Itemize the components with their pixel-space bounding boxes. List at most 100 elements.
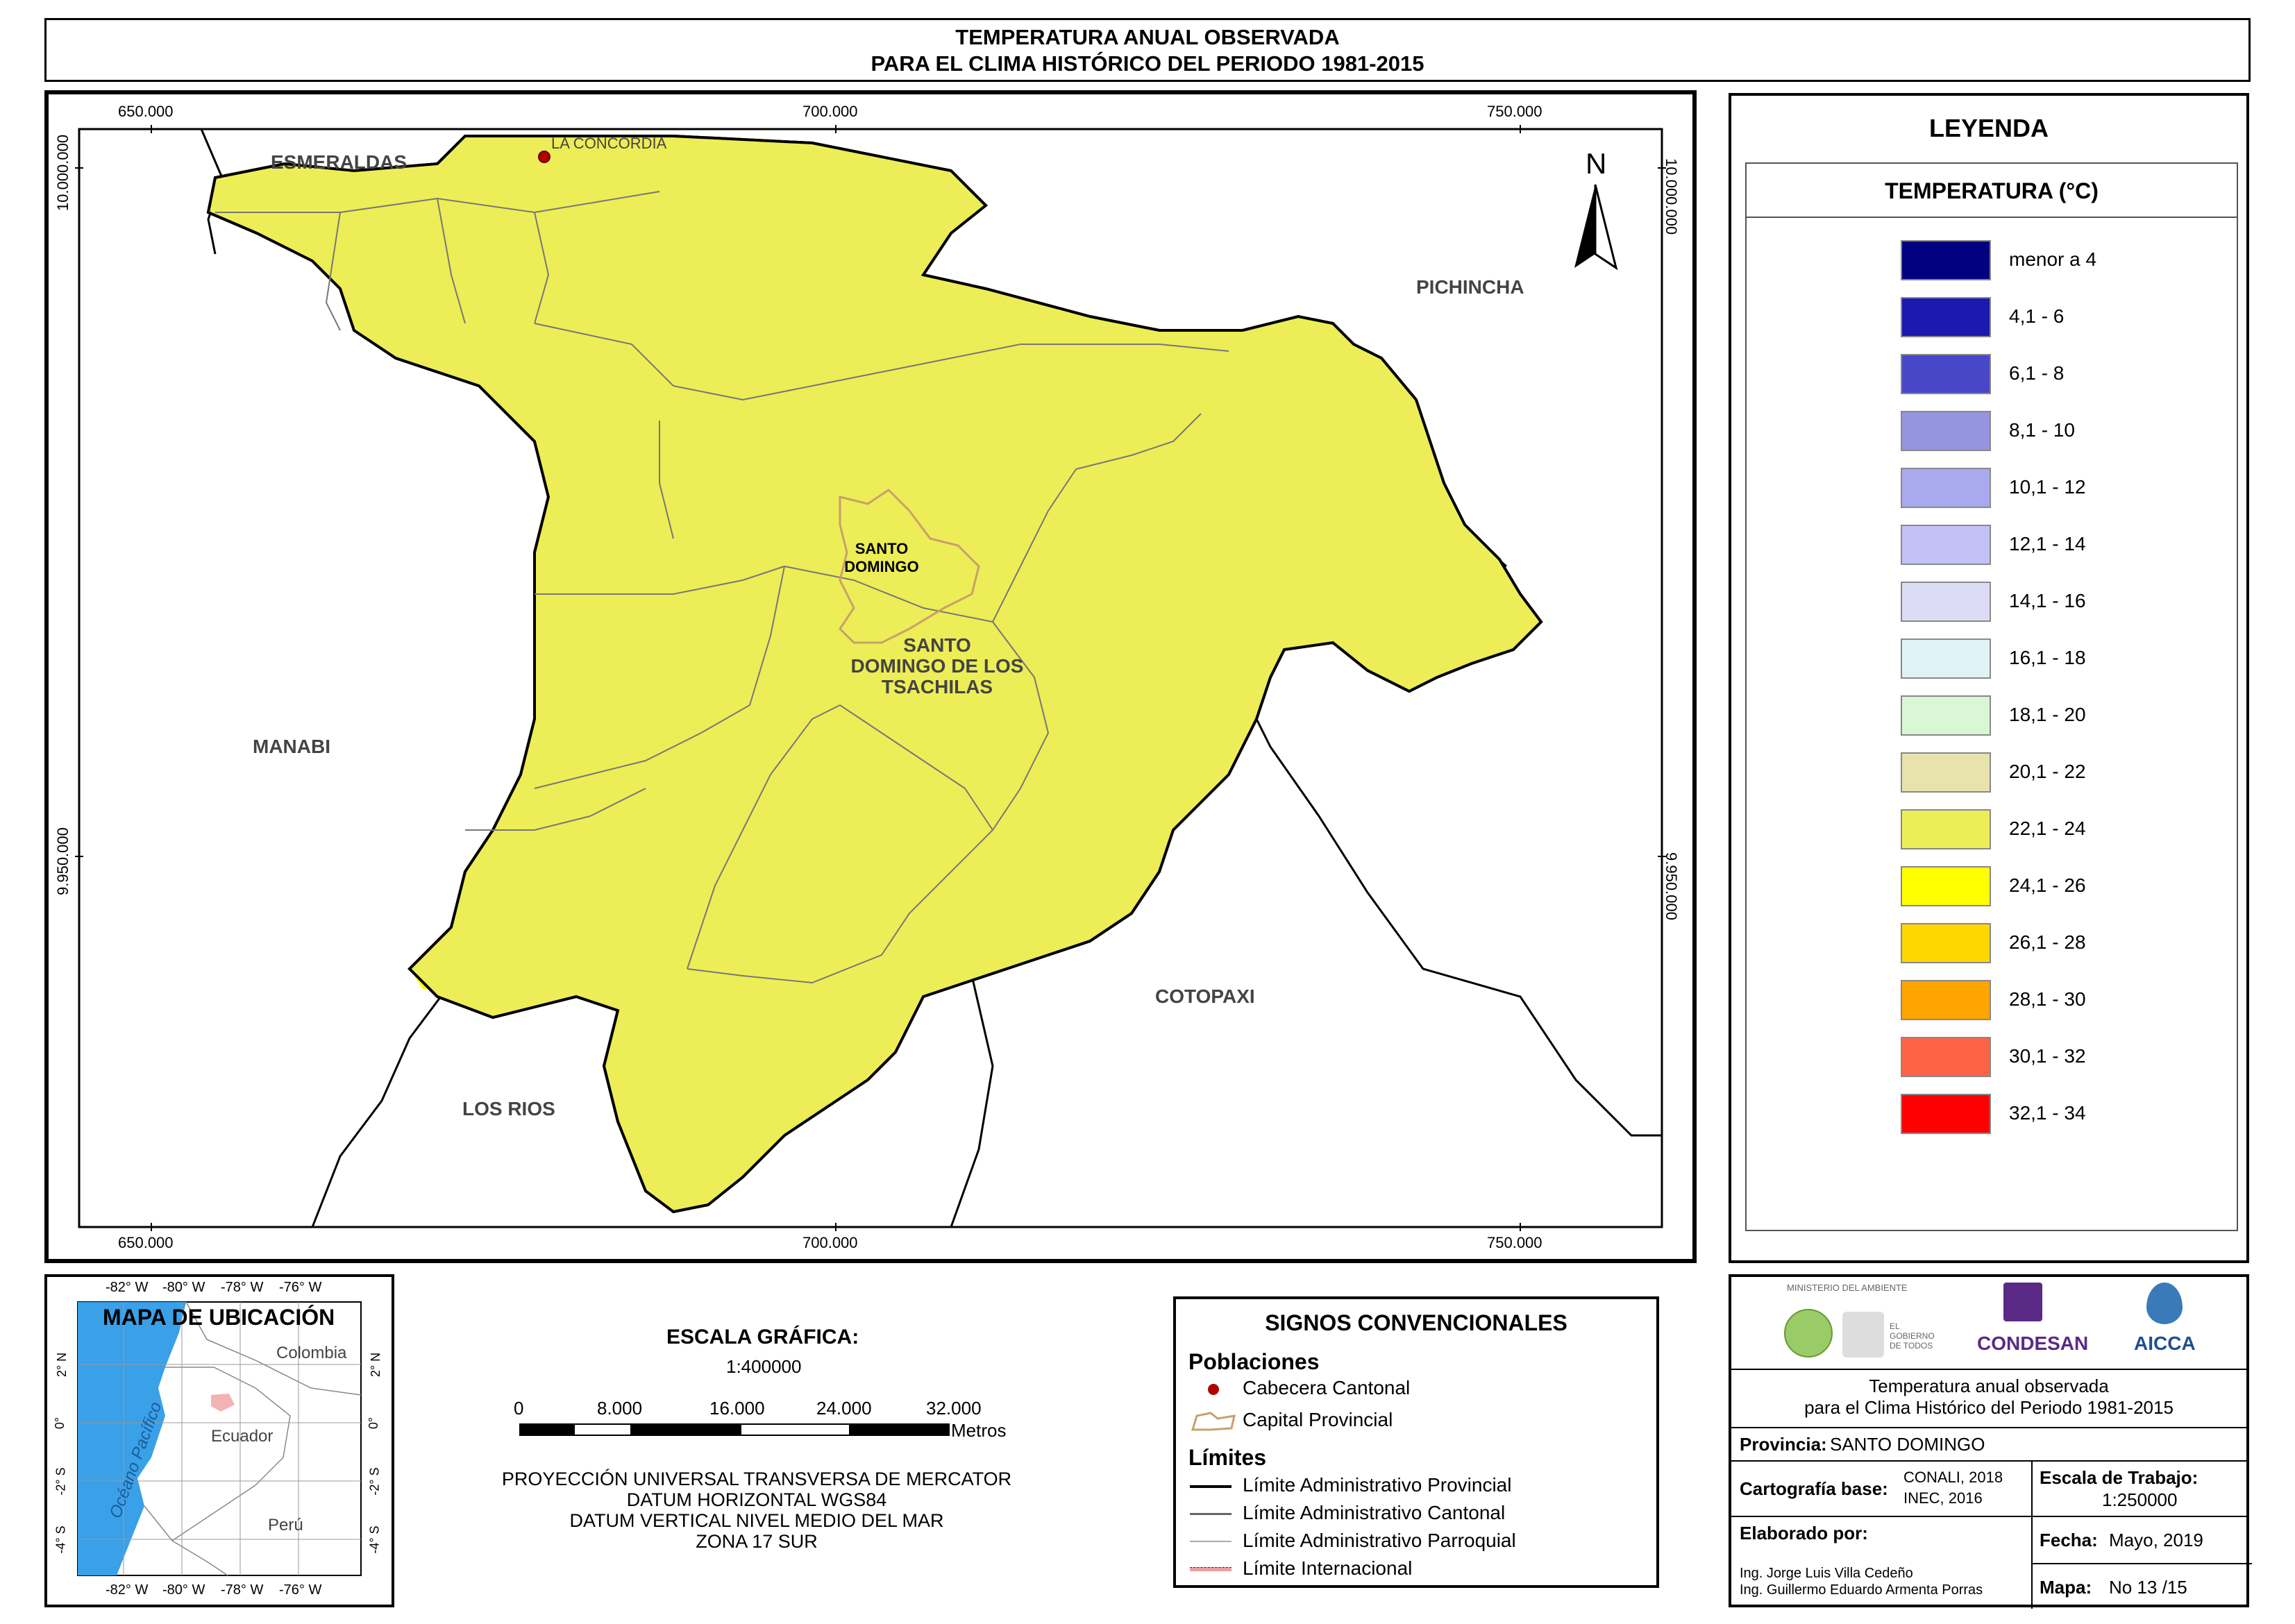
city-la-concordia: LA CONCORDIA <box>551 135 667 152</box>
region-santo-domingo-3: TSACHILAS <box>881 676 993 697</box>
signs-lim-parr: Límite Administrativo Parroquial <box>1243 1530 1516 1551</box>
x-tick-bottom-1: 650.000 <box>118 1234 174 1251</box>
signs-title: SIGNOS CONVENCIONALES <box>1265 1310 1567 1335</box>
signs-panel: SIGNOS CONVENCIONALES Poblaciones Cabece… <box>1173 1296 1659 1588</box>
provincia-value: SANTO DOMINGO <box>1830 1434 1985 1455</box>
scale-tick-2: 16.000 <box>709 1398 765 1419</box>
x-tick-top-3: 750.000 <box>1487 103 1542 120</box>
legend-title: LEYENDA <box>1928 114 2049 142</box>
aicca-icon <box>2146 1283 2183 1324</box>
region-los-rios: LOS RIOS <box>462 1098 555 1119</box>
y-tick-right-2: 9.950.000 <box>1663 852 1680 920</box>
mapa-cell: Mapa: No 13 /15 <box>2031 1564 2252 1609</box>
legend-label: 16,1 - 18 <box>2009 647 2086 668</box>
legend-label: 10,1 - 12 <box>2009 476 2086 498</box>
legend-panel: LEYENDA TEMPERATURA (°C) menor a 4 4,1 - … <box>1729 93 2249 1263</box>
north-arrow-icon <box>1574 184 1618 271</box>
legend-swatch <box>1901 638 1991 679</box>
signs-poblaciones: Poblaciones <box>1188 1349 1320 1374</box>
scale-tick-4: 32.000 <box>926 1398 982 1419</box>
legend-label: 14,1 - 16 <box>2009 590 2086 611</box>
cabecera-icon <box>1208 1384 1219 1395</box>
cotopaxi-boundary <box>1227 663 1662 1137</box>
description-line1: Temperatura anual observada <box>1869 1376 2109 1396</box>
region-santo-domingo-1: SANTO <box>903 634 971 656</box>
x-tick-bottom-2: 700.000 <box>802 1234 858 1251</box>
north-label: N <box>1586 147 1607 180</box>
projection-3: DATUM VERTICAL NIVEL MEDIO DEL MAR <box>569 1510 944 1531</box>
logo-ministerio: MINISTERIO DEL AMBIENTE <box>1787 1283 1908 1293</box>
signs-lim-cant: Límite Administrativo Cantonal <box>1243 1502 1506 1523</box>
legend-label: 22,1 - 24 <box>2009 818 2086 839</box>
signs-capital: Capital Provincial <box>1243 1409 1393 1430</box>
projection-4: ZONA 17 SUR <box>696 1531 818 1552</box>
city-santo-domingo-2: DOMINGO <box>844 558 919 575</box>
legend-swatch <box>1901 923 1991 963</box>
loc-top-tick-4: -76° W <box>279 1280 322 1295</box>
x-tick-top-2: 700.000 <box>802 103 858 120</box>
legend-swatch <box>1901 866 1991 906</box>
legend-label: 20,1 - 22 <box>2009 761 2086 782</box>
legend-swatch <box>1901 582 1991 622</box>
capital-icon <box>1191 1412 1236 1431</box>
cotopaxi-south-boundary <box>950 975 994 1228</box>
legend-swatch <box>1901 1037 1991 1077</box>
x-tick-bottom-3: 750.000 <box>1487 1234 1542 1251</box>
escala-label: Escala de Trabajo: <box>2040 1467 2199 1488</box>
loc-right-tick-3: -2° S <box>367 1467 382 1496</box>
region-cotopaxi: COTOPAXI <box>1155 986 1255 1007</box>
info-panel: MINISTERIO DEL AMBIENTE EL GOBIERNO DE T… <box>1729 1274 2252 1610</box>
loc-bottom-tick-4: -76° W <box>279 1582 322 1598</box>
elaborado-label: Elaborado por: <box>1740 1523 1868 1543</box>
region-pichincha: PICHINCHA <box>1416 276 1524 298</box>
projection-2: DATUM HORIZONTAL WGS84 <box>626 1489 887 1510</box>
scale-tick-0: 0 <box>514 1398 524 1419</box>
legend-swatch <box>1901 752 1991 793</box>
lim-int-line <box>1190 1567 1231 1571</box>
legend-subtitle: TEMPERATURA (°C) <box>1747 164 2237 218</box>
loc-bottom-tick-2: -80° W <box>162 1582 205 1598</box>
scale-bar <box>519 1423 950 1436</box>
loc-peru-label: Perú <box>268 1516 303 1534</box>
legend-swatch <box>1901 240 1991 280</box>
cartografia-value-1: CONALI, 2018 <box>1903 1469 2003 1486</box>
projection-1: PROYECCIÓN UNIVERSAL TRANSVERSA DE MERCA… <box>501 1469 1012 1489</box>
lim-cant-line <box>1190 1513 1231 1515</box>
fecha-label: Fecha: <box>2040 1530 2098 1550</box>
region-manabi: MANABI <box>253 736 330 757</box>
map-title-line1: TEMPERATURA ANUAL OBSERVADA <box>955 25 1340 49</box>
scale-tick-1: 8.000 <box>597 1398 643 1419</box>
internal-boundaries <box>215 191 1229 984</box>
legend-swatch <box>1901 354 1991 394</box>
legend-label: 28,1 - 30 <box>2009 988 2086 1010</box>
legend-swatch <box>1901 695 1991 736</box>
legend-swatch <box>1901 980 1991 1020</box>
loc-left-tick-3: -2° S <box>53 1467 68 1496</box>
legend-swatch <box>1901 411 1991 451</box>
escala-value: 1:250000 <box>2102 1489 2178 1510</box>
loc-right-tick-2: 0° <box>367 1416 381 1430</box>
y-tick-left-2: 9.950.000 <box>54 827 72 895</box>
signs-cabecera: Cabecera Cantonal <box>1243 1377 1411 1398</box>
elaborado-row: Elaborado por: Ing. Jorge Luis Villa Ced… <box>1731 1516 2252 1610</box>
fecha-value: Mayo, 2019 <box>2109 1530 2203 1550</box>
main-map-frame: 650.000 700.000 750.000 650.000 700.000 … <box>44 90 1697 1263</box>
loc-left-tick-4: -4° S <box>53 1525 68 1554</box>
scale-title: ESCALA GRÁFICA: <box>666 1326 859 1348</box>
capital-provincial-outline <box>839 489 980 644</box>
legend-swatch <box>1901 809 1991 849</box>
loc-top-tick-3: -78° W <box>221 1280 264 1295</box>
logo-condesan: CONDESAN <box>1977 1333 2089 1354</box>
legend-swatch <box>1901 1094 1991 1134</box>
legend-swatch <box>1901 297 1991 337</box>
location-map <box>77 1301 362 1576</box>
scale-ratio: 1:400000 <box>726 1356 802 1377</box>
title-box: TEMPERATURA ANUAL OBSERVADA PARA EL CLIM… <box>44 18 2251 82</box>
legend-swatch <box>1901 525 1991 565</box>
legend-label: 18,1 - 20 <box>2009 704 2086 725</box>
scale-tick-3: 24.000 <box>816 1398 872 1419</box>
description-row: Temperatura anual observada para el Clim… <box>1731 1369 2246 1427</box>
scale-panel: ESCALA GRÁFICA: 1:400000 0 8.000 16.000 … <box>486 1326 1041 1562</box>
autor-2: Ing. Guillermo Eduardo Armenta Porras <box>1740 1582 1983 1598</box>
legend-label: 4,1 - 6 <box>2009 305 2065 327</box>
